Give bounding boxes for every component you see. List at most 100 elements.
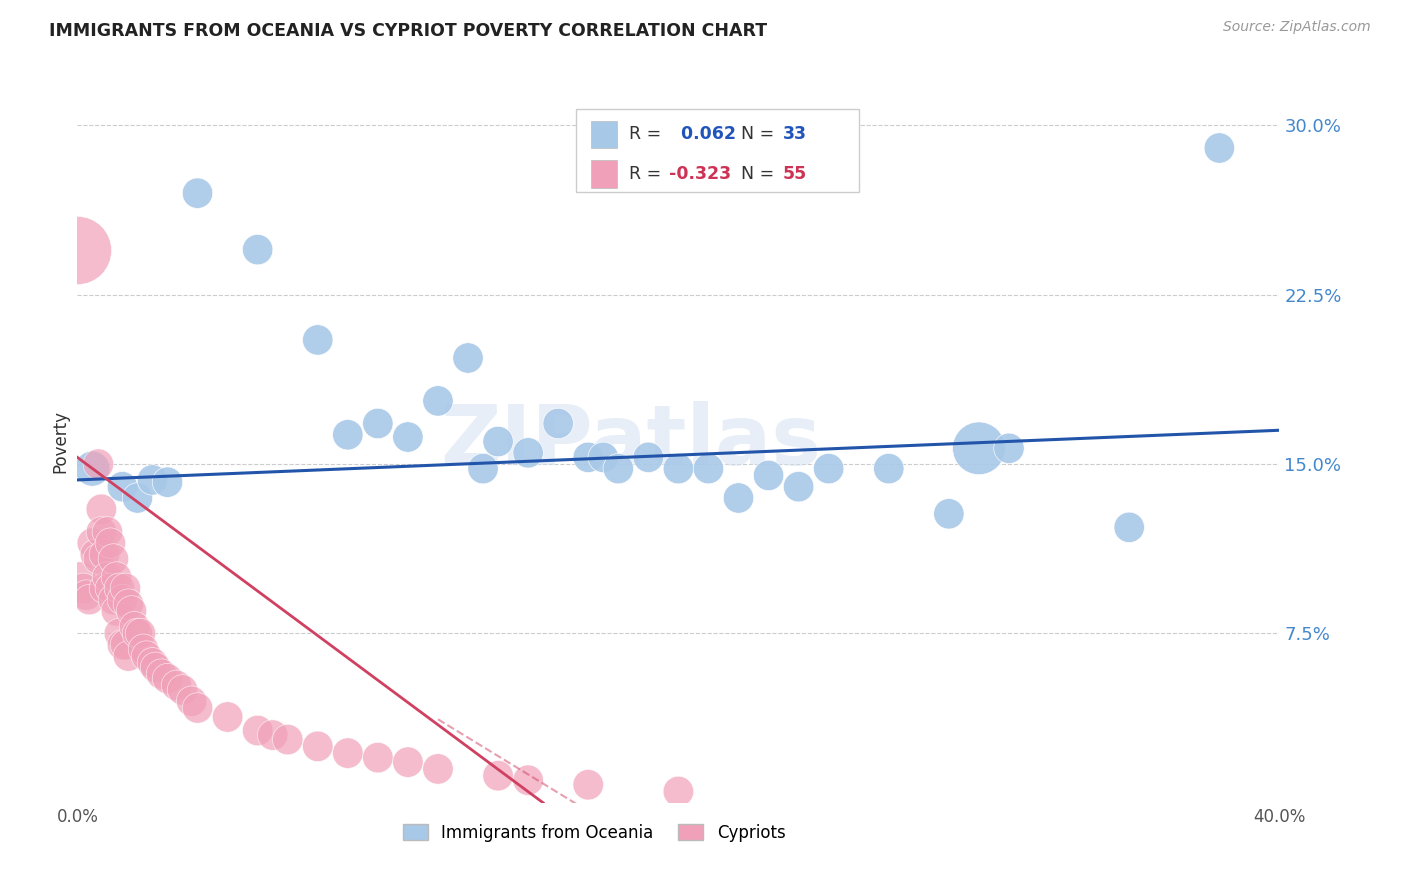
Point: [69, 570, 91, 584]
Point: [132, 642, 155, 657]
Point: [967, 442, 990, 456]
Point: [486, 434, 509, 449]
Point: [166, 678, 188, 692]
Point: [262, 728, 284, 742]
Point: [668, 784, 690, 798]
Point: [117, 597, 139, 611]
Point: [111, 480, 134, 494]
Point: [517, 446, 540, 460]
Point: [1208, 141, 1230, 155]
Point: [877, 461, 900, 475]
Point: [93, 582, 115, 596]
Point: [576, 450, 599, 465]
Point: [79, 592, 101, 607]
Point: [607, 461, 630, 475]
Point: [105, 604, 128, 618]
Point: [90, 524, 112, 539]
Point: [82, 536, 104, 550]
Point: [576, 778, 599, 792]
Point: [336, 746, 359, 760]
Point: [427, 393, 450, 408]
Text: 0.062: 0.062: [669, 126, 735, 144]
Point: [697, 461, 720, 475]
Point: [180, 694, 202, 708]
Point: [517, 773, 540, 788]
Point: [592, 450, 614, 465]
Point: [111, 592, 134, 607]
Point: [108, 582, 131, 596]
Point: [186, 186, 209, 201]
Text: ZIPatlas: ZIPatlas: [440, 401, 821, 482]
Text: 33: 33: [783, 126, 807, 144]
Point: [998, 442, 1021, 456]
FancyBboxPatch shape: [591, 161, 617, 188]
Point: [117, 648, 139, 663]
Point: [72, 582, 94, 596]
Point: [727, 491, 749, 505]
Point: [246, 723, 269, 738]
Point: [150, 667, 173, 681]
Point: [367, 417, 389, 431]
Point: [217, 710, 239, 724]
Point: [66, 243, 89, 257]
Point: [84, 548, 107, 562]
Point: [307, 333, 329, 347]
Text: R =: R =: [628, 165, 661, 183]
Point: [427, 762, 450, 776]
Point: [127, 491, 149, 505]
Point: [277, 732, 299, 747]
Point: [457, 351, 479, 365]
Text: N =: N =: [741, 126, 775, 144]
Y-axis label: Poverty: Poverty: [51, 410, 69, 473]
Point: [547, 417, 569, 431]
Point: [758, 468, 780, 483]
Point: [96, 570, 118, 584]
Text: Source: ZipAtlas.com: Source: ZipAtlas.com: [1223, 20, 1371, 34]
Point: [111, 638, 134, 652]
Text: IMMIGRANTS FROM OCEANIA VS CYPRIOT POVERTY CORRELATION CHART: IMMIGRANTS FROM OCEANIA VS CYPRIOT POVER…: [49, 22, 768, 40]
Point: [135, 648, 157, 663]
Point: [186, 701, 209, 715]
Point: [367, 750, 389, 764]
Point: [120, 604, 142, 618]
Point: [114, 582, 136, 596]
FancyBboxPatch shape: [591, 120, 617, 148]
Point: [172, 682, 194, 697]
Text: N =: N =: [741, 165, 775, 183]
Point: [787, 480, 810, 494]
Point: [129, 626, 152, 640]
Point: [100, 536, 122, 550]
Point: [87, 457, 110, 471]
Text: R =: R =: [628, 126, 661, 144]
Point: [396, 755, 419, 769]
Point: [93, 548, 115, 562]
Point: [396, 430, 419, 444]
Point: [114, 638, 136, 652]
Point: [156, 672, 179, 686]
Point: [486, 769, 509, 783]
Point: [141, 473, 163, 487]
Point: [100, 582, 122, 596]
Point: [127, 626, 149, 640]
Legend: Immigrants from Oceania, Cypriots: Immigrants from Oceania, Cypriots: [396, 817, 792, 848]
Point: [668, 461, 690, 475]
Point: [103, 552, 125, 566]
Point: [90, 502, 112, 516]
Point: [246, 243, 269, 257]
Text: 55: 55: [783, 165, 807, 183]
Point: [145, 660, 167, 674]
Text: -0.323: -0.323: [669, 165, 731, 183]
FancyBboxPatch shape: [576, 109, 859, 193]
Point: [307, 739, 329, 754]
Point: [75, 588, 97, 602]
Point: [1118, 520, 1140, 534]
Point: [96, 524, 118, 539]
Point: [87, 552, 110, 566]
Point: [82, 461, 104, 475]
Point: [105, 570, 128, 584]
Point: [938, 507, 960, 521]
Point: [156, 475, 179, 490]
Point: [103, 592, 125, 607]
Point: [141, 656, 163, 670]
Point: [124, 620, 146, 634]
